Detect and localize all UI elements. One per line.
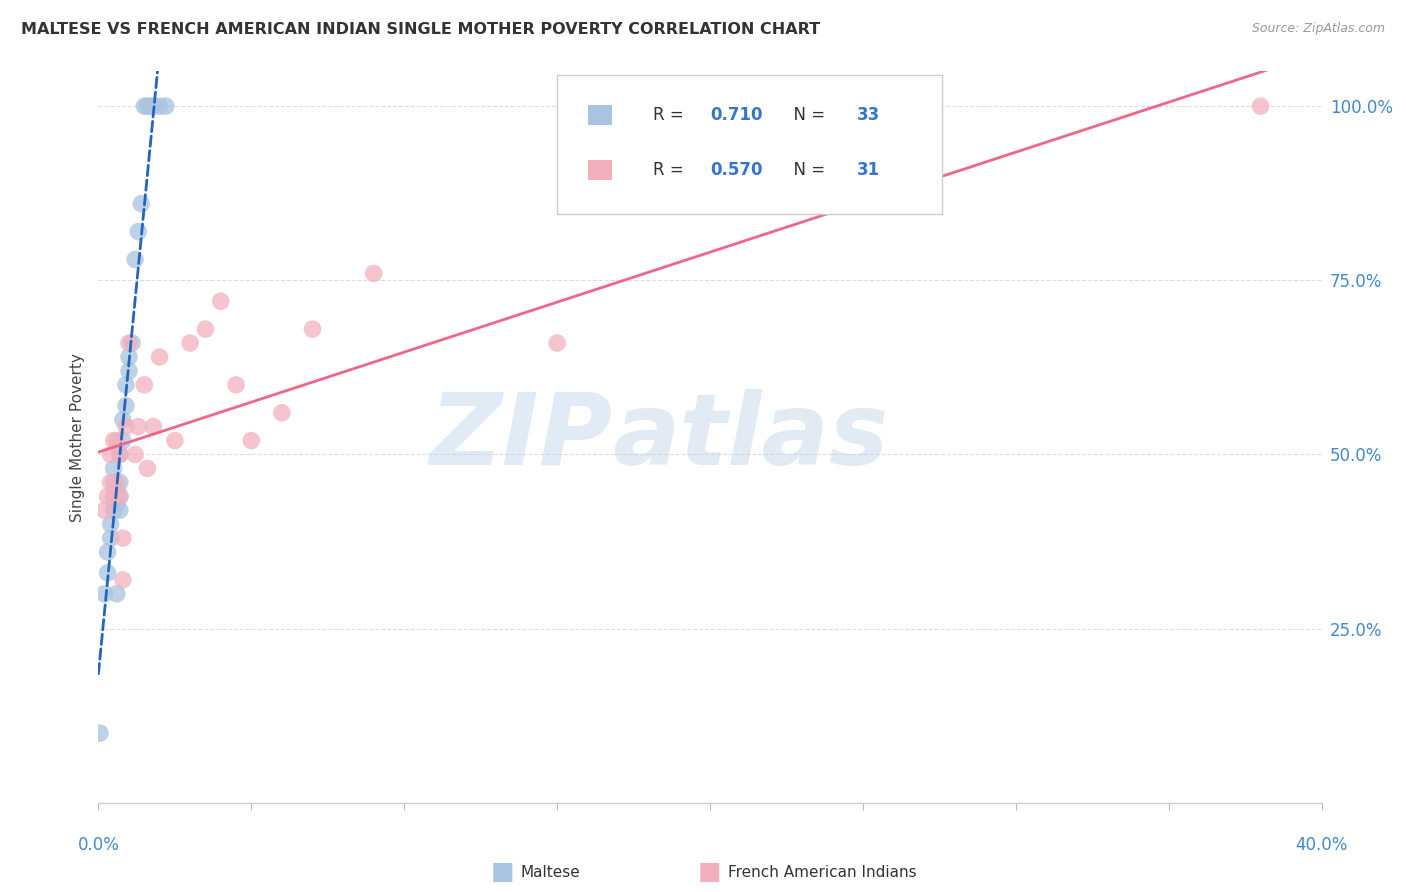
Point bbox=[111, 434, 134, 448]
Point bbox=[134, 377, 156, 392]
Text: 0.0%: 0.0% bbox=[77, 836, 120, 854]
Point bbox=[100, 531, 122, 545]
Point bbox=[134, 99, 156, 113]
Text: 33: 33 bbox=[856, 106, 880, 124]
Point bbox=[142, 419, 165, 434]
Text: R =: R = bbox=[652, 106, 689, 124]
Point bbox=[136, 99, 159, 113]
Point bbox=[108, 448, 131, 462]
Point bbox=[111, 531, 134, 545]
Text: N =: N = bbox=[783, 161, 831, 179]
Point bbox=[139, 99, 162, 113]
Point bbox=[301, 322, 323, 336]
Point bbox=[105, 475, 128, 490]
Point bbox=[103, 489, 125, 503]
Point bbox=[270, 406, 292, 420]
Point bbox=[105, 483, 128, 497]
Text: R =: R = bbox=[652, 161, 689, 179]
Point bbox=[129, 196, 152, 211]
Point bbox=[105, 587, 128, 601]
Point bbox=[100, 448, 122, 462]
Point bbox=[108, 489, 131, 503]
Point bbox=[118, 336, 141, 351]
Point bbox=[111, 412, 134, 426]
Point bbox=[108, 475, 131, 490]
Point bbox=[115, 419, 138, 434]
Text: atlas: atlas bbox=[612, 389, 889, 485]
Point bbox=[363, 266, 385, 280]
Point bbox=[163, 434, 186, 448]
Point bbox=[108, 489, 131, 503]
Text: ■: ■ bbox=[491, 860, 515, 884]
Point bbox=[118, 364, 141, 378]
Point bbox=[108, 503, 131, 517]
Point bbox=[105, 434, 128, 448]
Point bbox=[179, 336, 201, 351]
Point bbox=[103, 489, 125, 503]
Point bbox=[136, 461, 159, 475]
Point bbox=[103, 434, 125, 448]
Point bbox=[93, 503, 115, 517]
Text: 0.570: 0.570 bbox=[710, 161, 762, 179]
Point bbox=[194, 322, 217, 336]
Point bbox=[1249, 99, 1271, 113]
Point bbox=[127, 419, 149, 434]
Point bbox=[97, 489, 120, 503]
Point bbox=[103, 503, 125, 517]
Text: ■: ■ bbox=[699, 860, 721, 884]
FancyBboxPatch shape bbox=[588, 105, 612, 126]
Point bbox=[97, 545, 120, 559]
Point bbox=[240, 434, 263, 448]
Point bbox=[121, 336, 143, 351]
Point bbox=[225, 377, 247, 392]
Point bbox=[115, 377, 138, 392]
Point bbox=[111, 573, 134, 587]
Point bbox=[115, 399, 138, 413]
Text: 40.0%: 40.0% bbox=[1295, 836, 1348, 854]
Y-axis label: Single Mother Poverty: Single Mother Poverty bbox=[69, 352, 84, 522]
Point bbox=[118, 350, 141, 364]
Point bbox=[108, 448, 131, 462]
FancyBboxPatch shape bbox=[557, 75, 942, 214]
Point bbox=[100, 517, 122, 532]
Point bbox=[100, 475, 122, 490]
Point bbox=[127, 225, 149, 239]
Point bbox=[155, 99, 177, 113]
Point bbox=[89, 726, 111, 740]
Point bbox=[93, 587, 115, 601]
Text: N =: N = bbox=[783, 106, 831, 124]
Text: French American Indians: French American Indians bbox=[728, 864, 917, 880]
Point bbox=[103, 475, 125, 490]
Point bbox=[124, 448, 146, 462]
Text: Source: ZipAtlas.com: Source: ZipAtlas.com bbox=[1251, 22, 1385, 36]
Point bbox=[103, 461, 125, 475]
Text: ZIP: ZIP bbox=[429, 389, 612, 485]
Text: MALTESE VS FRENCH AMERICAN INDIAN SINGLE MOTHER POVERTY CORRELATION CHART: MALTESE VS FRENCH AMERICAN INDIAN SINGLE… bbox=[21, 22, 820, 37]
Text: 31: 31 bbox=[856, 161, 880, 179]
Text: 0.710: 0.710 bbox=[710, 106, 762, 124]
Point bbox=[546, 336, 568, 351]
Point bbox=[124, 252, 146, 267]
FancyBboxPatch shape bbox=[588, 160, 612, 180]
Point bbox=[149, 350, 172, 364]
Point bbox=[209, 294, 232, 309]
Point bbox=[149, 99, 172, 113]
Text: Maltese: Maltese bbox=[520, 864, 581, 880]
Point bbox=[142, 99, 165, 113]
Point bbox=[97, 566, 120, 580]
Point bbox=[105, 496, 128, 510]
